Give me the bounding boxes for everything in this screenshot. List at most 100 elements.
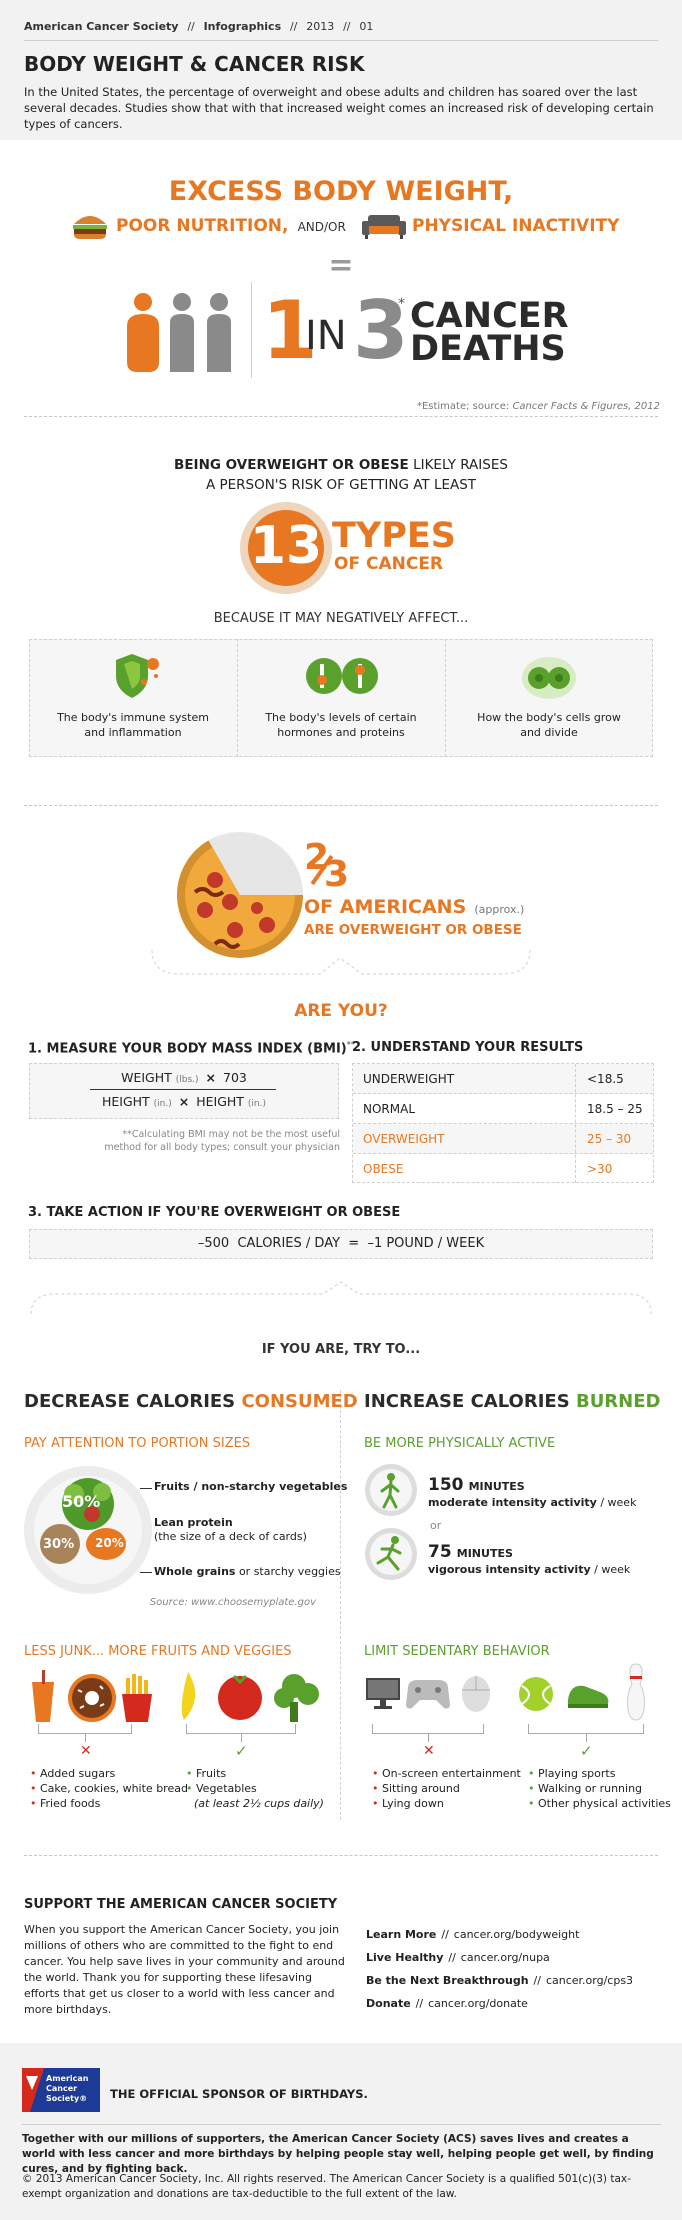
results-row-underweight: UNDERWEIGHT <18.5 xyxy=(353,1064,653,1094)
plate-50: 50% xyxy=(62,1492,101,1511)
page-title: BODY WEIGHT & CANCER RISK xyxy=(24,52,365,76)
screen-x-icon: ✕ xyxy=(423,1743,435,1759)
bmi-note: **Calculating BMI may not be the most us… xyxy=(104,1129,340,1153)
affect-card-immune: The body's immune system and inflammatio… xyxy=(57,711,209,739)
hero-one: 1 xyxy=(262,284,318,377)
are-you-title: ARE YOU? xyxy=(294,1001,388,1021)
junk-food-icons xyxy=(28,1668,328,1724)
acs-logo[interactable]: American Cancer Society® xyxy=(22,2068,100,2112)
screen-bracket xyxy=(372,1724,484,1734)
support-body: When you support the American Cancer Soc… xyxy=(24,1923,345,2016)
active-subtitle: BE MORE PHYSICALLY ACTIVE xyxy=(364,1436,556,1451)
plate-source: Source: www.choosemyplate.gov xyxy=(149,1597,316,1608)
types-of-cancer: OF CANCER xyxy=(334,554,444,574)
calorie-equation-box xyxy=(29,1229,653,1259)
hero-equals: = xyxy=(328,248,354,283)
list-item: • On-screen entertainment xyxy=(372,1767,521,1780)
hero-cancer: CANCER xyxy=(410,296,569,336)
intro-text: In the United States, the percentage of … xyxy=(24,85,654,131)
link-donate[interactable]: Donate//cancer.org/donate xyxy=(366,1997,528,2010)
types-line2: A PERSON'S RISK OF GETTING AT LEAST xyxy=(205,477,477,493)
fraction-den: 3 xyxy=(324,854,350,895)
results-col-divider xyxy=(575,1064,576,1183)
step1-title: 1. MEASURE YOUR BODY MASS INDEX (BMI)** xyxy=(28,1040,356,1057)
cells-icon xyxy=(521,656,577,700)
link-live-healthy[interactable]: Live Healthy//cancer.org/nupa xyxy=(366,1951,550,1964)
footer-rule xyxy=(22,2124,662,2125)
plate-line-1 xyxy=(140,1488,152,1489)
because-text: BECAUSE IT MAY NEGATIVELY AFFECT... xyxy=(213,611,469,626)
fruit-bracket xyxy=(186,1724,296,1734)
list-item: • Playing sports xyxy=(528,1767,616,1780)
try-title: IF YOU ARE, TRY TO... xyxy=(261,1342,421,1357)
results-row-normal: NORMAL 18.5 – 25 xyxy=(353,1094,653,1124)
plate-fruits: Fruits / non-starchy vegetables xyxy=(154,1480,348,1493)
junk-subtitle: LESS JUNK... MORE FRUITS AND VEGGIES xyxy=(24,1644,292,1659)
list-item: • Fruits xyxy=(186,1767,227,1780)
junk-x-icon: ✕ xyxy=(80,1743,92,1759)
decrease-title: DECREASE CALORIES CONSUMED xyxy=(24,1391,358,1412)
mission-text: Together with our millions of supporters… xyxy=(22,2133,654,2175)
plate-lean: Lean protein (the size of a deck of card… xyxy=(154,1516,307,1543)
limit-subtitle: LIMIT SEDENTARY BEHAVIOR xyxy=(364,1644,550,1659)
breadcrumb-section[interactable]: Infographics xyxy=(203,20,282,33)
sports-bracket xyxy=(528,1724,644,1734)
fraction-num: 2 xyxy=(304,837,330,878)
hero-line1: EXCESS BODY WEIGHT, xyxy=(168,176,514,207)
plate-20: 20% xyxy=(95,1536,124,1550)
sponsor-tagline: THE OFFICIAL SPONSOR OF BIRTHDAYS. xyxy=(110,2087,368,2101)
clock-running-icon xyxy=(364,1527,418,1581)
increase-title: INCREASE CALORIES BURNED xyxy=(364,1391,661,1412)
breadcrumb: American Cancer Society // Infographics … xyxy=(24,20,374,33)
support-links: Learn More//cancer.org/bodyweight Live H… xyxy=(366,1923,633,2015)
min75-line: 75 MINUTES xyxy=(428,1542,513,1562)
list-item: • Other physical activities xyxy=(528,1797,671,1810)
affect-card-cells: How the body's cells grow and divide xyxy=(477,711,621,739)
list-item: • Walking or running xyxy=(528,1782,643,1795)
breadcrumb-issue: 01 xyxy=(359,20,374,33)
moderate-line: moderate intensity activity / week xyxy=(428,1496,637,1509)
support-title: SUPPORT THE AMERICAN CANCER SOCIETY xyxy=(24,1897,338,1912)
americans-of: OF AMERICANS (approx.) xyxy=(304,896,525,918)
sedentary-list: • On-screen entertainment • Sitting arou… xyxy=(372,1766,521,1811)
or-text: or xyxy=(430,1519,442,1532)
list-item: • Cake, cookies, white bread xyxy=(30,1782,188,1795)
hero-footnote: *Estimate; source: Cancer Facts & Figure… xyxy=(416,401,660,412)
list-item: (at least 2½ cups daily) xyxy=(194,1797,324,1810)
plate-30: 30% xyxy=(43,1537,75,1552)
sedentary-icons xyxy=(364,1660,664,1724)
affects-divider-2 xyxy=(445,639,446,757)
bmi-formula-box xyxy=(29,1063,339,1119)
link-breakthrough[interactable]: Be the Next Breakthrough//cancer.org/cps… xyxy=(366,1974,634,1987)
hero-deaths: DEATHS xyxy=(410,329,566,369)
hero-three: 3 xyxy=(353,284,409,377)
link-learn-more[interactable]: Learn More//cancer.org/bodyweight xyxy=(366,1928,580,1941)
header-band xyxy=(0,0,682,140)
breadcrumb-org[interactable]: American Cancer Society xyxy=(24,20,179,33)
americans-are: ARE OVERWEIGHT OR OBESE xyxy=(304,922,522,938)
step3-title: 3. TAKE ACTION IF YOU'RE OVERWEIGHT OR O… xyxy=(28,1205,401,1220)
copyright-text: © 2013 American Cancer Society, Inc. All… xyxy=(22,2173,631,2200)
burger-icon xyxy=(72,212,108,240)
divider-1 xyxy=(24,416,658,417)
shield-icon xyxy=(112,654,160,700)
divider-2 xyxy=(24,805,658,806)
hero-divider xyxy=(251,282,252,378)
step2-title: 2. UNDERSTAND YOUR RESULTS xyxy=(352,1040,584,1055)
vigorous-line: vigorous intensity activity / week xyxy=(428,1563,631,1576)
active-list: • Playing sports • Walking or running • … xyxy=(528,1766,671,1811)
min150-line: 150 MINUTES xyxy=(428,1475,525,1495)
bmi-denominator: HEIGHT (in.) × HEIGHT (in.) xyxy=(101,1094,267,1109)
screen-bracket-stem xyxy=(428,1734,429,1742)
speech-curve xyxy=(150,948,532,978)
types-types: TYPES xyxy=(332,516,456,556)
results-table: UNDERWEIGHT <18.5 NORMAL 18.5 – 25 OVERW… xyxy=(352,1063,654,1183)
hero-poor-nutrition: POOR NUTRITION, AND/OR xyxy=(116,216,346,236)
fruit-list: • Fruits • Vegetables (at least 2½ cups … xyxy=(186,1766,324,1811)
bmi-fraction-line xyxy=(90,1089,276,1090)
center-divider xyxy=(340,1390,341,1820)
list-item: • Lying down xyxy=(372,1797,444,1810)
footer-band xyxy=(0,2043,682,2220)
thirteen-badge xyxy=(238,500,334,596)
sports-check-icon: ✓ xyxy=(580,1742,593,1760)
